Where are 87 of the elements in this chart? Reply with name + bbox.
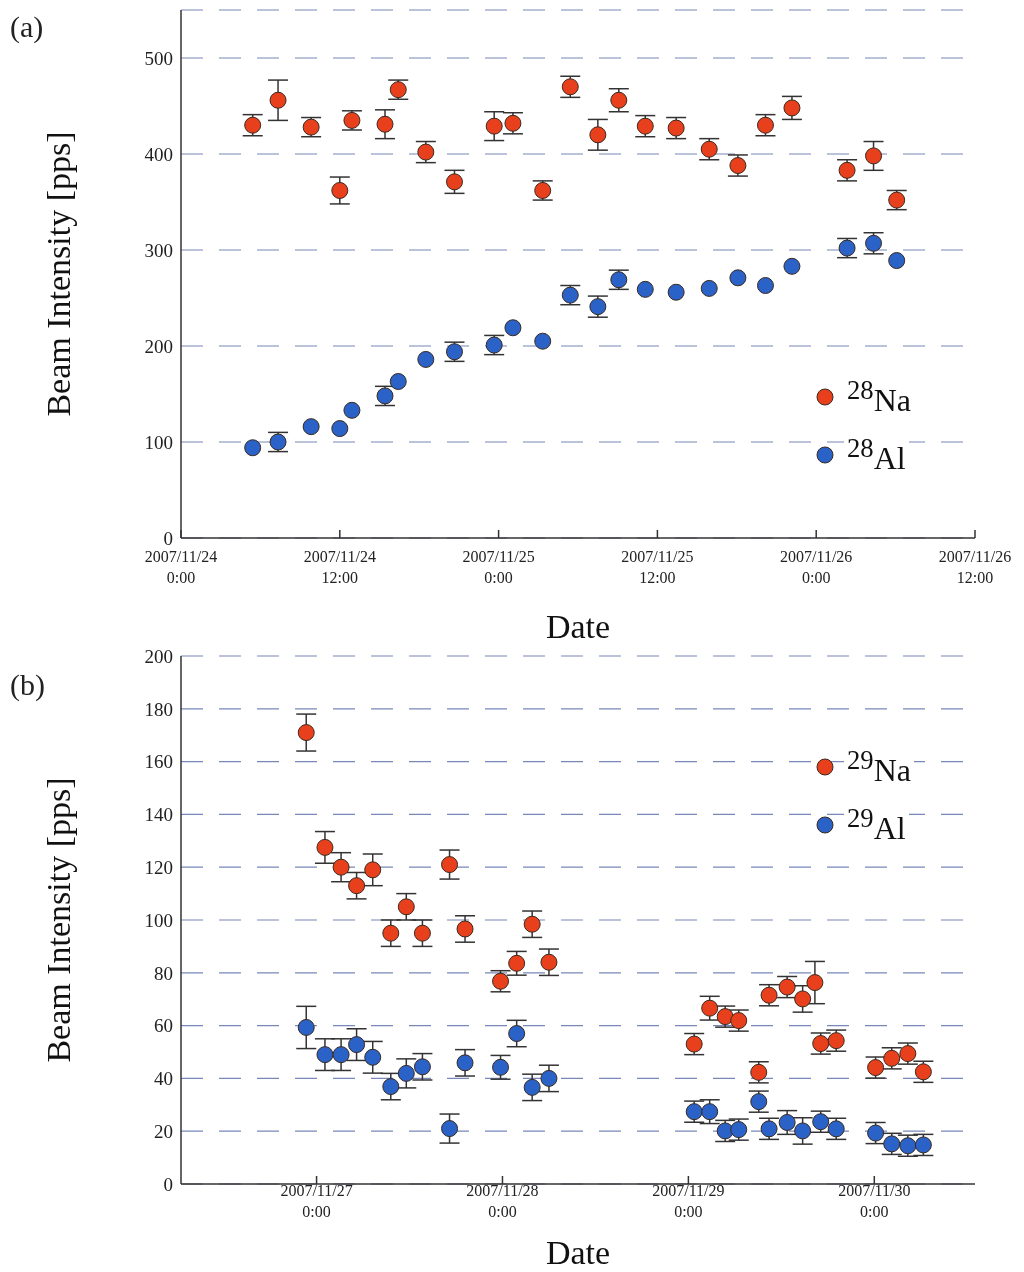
y-tick-label: 40 bbox=[154, 1068, 173, 1090]
x-tick-label: 2007/11/27 0:00 bbox=[280, 1182, 353, 1220]
y-tick-label: 200 bbox=[144, 335, 173, 357]
x-tick-label: 2007/11/25 0:00 bbox=[462, 548, 535, 586]
point bbox=[540, 1069, 558, 1087]
point bbox=[783, 257, 801, 275]
point bbox=[589, 126, 607, 144]
x-tick-label: 2007/11/28 0:00 bbox=[466, 1182, 539, 1220]
chart-title: (b) bbox=[10, 668, 45, 702]
point bbox=[244, 439, 262, 457]
point bbox=[397, 898, 415, 916]
point bbox=[456, 1054, 474, 1072]
x-tick-label: 2007/11/29 0:00 bbox=[652, 1182, 725, 1220]
point bbox=[364, 861, 382, 879]
point bbox=[441, 856, 459, 874]
y-tick-label: 120 bbox=[144, 856, 173, 878]
y-axis-title: Beam Intensity [pps] bbox=[40, 131, 78, 417]
point bbox=[297, 1018, 315, 1036]
x-tick-label: 2007/11/30 0:00 bbox=[838, 1182, 911, 1220]
point bbox=[778, 1113, 796, 1131]
point bbox=[302, 418, 320, 436]
point bbox=[729, 269, 747, 287]
point bbox=[316, 838, 334, 856]
y-tick-label: 0 bbox=[163, 1173, 173, 1195]
point bbox=[540, 953, 558, 971]
point bbox=[343, 401, 361, 419]
legend-label: $^{29}$Al bbox=[844, 803, 909, 847]
point bbox=[348, 1036, 366, 1054]
point bbox=[413, 924, 431, 942]
point bbox=[806, 974, 824, 992]
chart-title: (a) bbox=[10, 10, 44, 44]
point bbox=[297, 724, 315, 742]
point bbox=[441, 1120, 459, 1138]
point bbox=[389, 373, 407, 391]
point bbox=[332, 1046, 350, 1064]
y-tick-label: 20 bbox=[154, 1120, 173, 1142]
point bbox=[667, 283, 685, 301]
y-tick-label: 0 bbox=[163, 527, 173, 549]
y-tick-label: 300 bbox=[144, 239, 173, 261]
point bbox=[348, 877, 366, 895]
point bbox=[508, 1025, 526, 1043]
point bbox=[485, 117, 503, 135]
point bbox=[504, 319, 522, 337]
legend-label: $^{28}$Al bbox=[844, 433, 909, 477]
y-tick-label: 180 bbox=[144, 698, 173, 720]
x-tick-label: 2007/11/26 12:00 bbox=[938, 548, 1012, 586]
point bbox=[700, 279, 718, 297]
y-tick-label: 140 bbox=[144, 804, 173, 826]
y-tick-label: 100 bbox=[144, 431, 173, 453]
y-tick-label: 400 bbox=[144, 143, 173, 165]
y-tick-label: 80 bbox=[154, 962, 173, 984]
x-tick-label: 2007/11/26 0:00 bbox=[780, 548, 853, 586]
point bbox=[364, 1048, 382, 1066]
y-tick-label: 160 bbox=[144, 751, 173, 773]
y-tick-label: 100 bbox=[144, 909, 173, 931]
x-tick-label: 2007/11/25 12:00 bbox=[621, 548, 694, 586]
point bbox=[397, 1064, 415, 1082]
point bbox=[888, 252, 906, 270]
point bbox=[331, 181, 349, 199]
point bbox=[794, 1122, 812, 1140]
point bbox=[382, 1078, 400, 1096]
point bbox=[413, 1058, 431, 1076]
x-axis-title: Date bbox=[545, 1234, 611, 1271]
point bbox=[523, 1078, 541, 1096]
point bbox=[456, 920, 474, 938]
point bbox=[865, 147, 883, 165]
point bbox=[417, 350, 435, 368]
x-tick-label: 2007/11/24 12:00 bbox=[303, 548, 376, 586]
y-tick-label: 500 bbox=[144, 47, 173, 69]
point bbox=[756, 277, 774, 295]
y-axis-title: Beam Intensity [pps] bbox=[40, 777, 78, 1063]
legend-label: $^{29}$Na bbox=[844, 745, 914, 789]
legend-label: $^{28}$Na bbox=[844, 375, 914, 419]
y-tick-label: 200 bbox=[144, 645, 173, 667]
point bbox=[316, 1046, 334, 1064]
point bbox=[523, 915, 541, 933]
point bbox=[376, 115, 394, 133]
x-axis-title: Date bbox=[545, 608, 611, 645]
point bbox=[331, 420, 349, 438]
x-tick-label: 2007/11/24 0:00 bbox=[144, 548, 218, 586]
point bbox=[332, 858, 350, 876]
y-tick-label: 60 bbox=[154, 1015, 173, 1037]
point bbox=[534, 332, 552, 350]
point bbox=[382, 924, 400, 942]
point bbox=[269, 91, 287, 109]
point bbox=[636, 280, 654, 298]
point bbox=[794, 990, 812, 1008]
